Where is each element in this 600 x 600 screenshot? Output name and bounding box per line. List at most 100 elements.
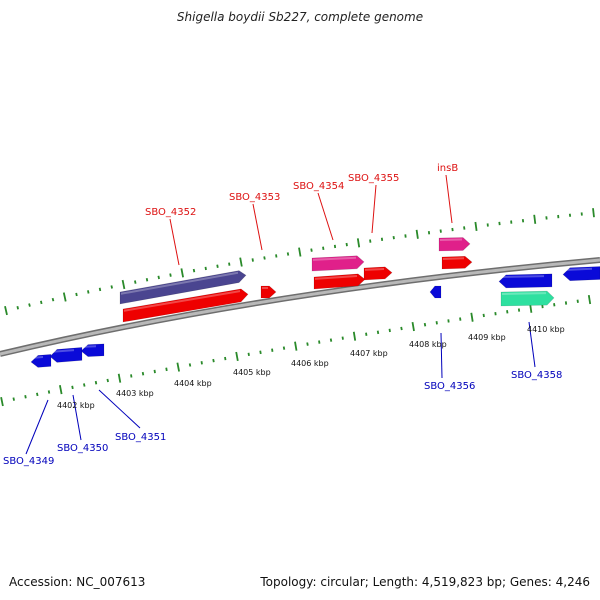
lower-tick-18 xyxy=(212,358,215,363)
gene-pink-insb-highlight xyxy=(440,238,462,241)
gene-label-sbo-4358: SBO_4358 xyxy=(511,370,562,381)
gene-red-long xyxy=(122,288,249,323)
gene-pink-insb xyxy=(438,237,471,252)
backbone-edge xyxy=(0,257,600,357)
gene-blue-left-3 xyxy=(80,343,105,357)
lower-tick-14 xyxy=(165,367,168,372)
lower-tick-39 xyxy=(459,317,462,321)
lower-tick-50 xyxy=(587,294,592,305)
lower-tick-32 xyxy=(376,330,380,335)
leader-sbo-4350 xyxy=(72,394,82,441)
upper-tick-0 xyxy=(4,305,8,316)
lower-tick-1 xyxy=(12,397,15,401)
gene-label-insb: insB xyxy=(437,163,458,174)
lower-tick-7 xyxy=(83,383,86,387)
upper-tick-20 xyxy=(239,257,243,267)
lower-tick-20 xyxy=(235,351,239,362)
lower-tick-29 xyxy=(341,336,344,340)
lower-tick-4 xyxy=(47,390,51,394)
scale-label-4408: 4408 kbp xyxy=(409,340,447,349)
leader-sbo-4358 xyxy=(528,321,536,368)
gene-purple-sbo-4352-highlight xyxy=(121,271,238,295)
upper-tick-29 xyxy=(345,242,348,247)
lower-tick-11 xyxy=(130,374,133,378)
upper-tick-45 xyxy=(533,214,537,224)
gene-red-long-highlight xyxy=(124,290,240,312)
upper-tick-13 xyxy=(157,275,160,280)
genome-backbone xyxy=(0,257,600,357)
map-title: Shigella boydii Sb227, complete genome xyxy=(176,10,424,24)
leader-insb xyxy=(445,174,453,224)
lower-tick-0 xyxy=(0,397,4,407)
lower-tick-47 xyxy=(553,303,556,307)
lower-tick-9 xyxy=(106,378,109,383)
scale-label-4409: 4409 kbp xyxy=(468,333,506,342)
upper-tick-6 xyxy=(75,292,78,297)
upper-tick-15 xyxy=(180,268,184,278)
gene-purple-sbo-4352 xyxy=(119,270,247,305)
upper-tick-7 xyxy=(87,290,90,294)
scale-label-4405: 4405 kbp xyxy=(233,368,271,377)
scale-label-4403: 4403 kbp xyxy=(116,389,154,398)
gene-red-insb xyxy=(441,255,473,270)
upper-tick-37 xyxy=(439,229,442,233)
gene-red-sbo-4353 xyxy=(260,285,277,299)
upper-tick-24 xyxy=(286,252,290,256)
lower-tick-35 xyxy=(411,321,415,332)
lower-tick-6 xyxy=(71,385,74,390)
upper-tick-track xyxy=(4,208,595,316)
leader-sbo-4355 xyxy=(371,184,377,234)
label-leaders xyxy=(25,174,536,455)
gene-blue-left-1-highlight xyxy=(32,356,43,359)
leader-sbo-4354 xyxy=(317,192,334,241)
lower-tick-15 xyxy=(176,362,180,372)
scale-label-4404: 4404 kbp xyxy=(174,379,212,388)
lower-tick-31 xyxy=(365,332,368,336)
lower-tick-5 xyxy=(59,385,63,395)
gene-blue-far-right-highlight xyxy=(564,267,592,271)
gene-label-sbo-4352: SBO_4352 xyxy=(145,207,196,218)
gene-label-sbo-4354: SBO_4354 xyxy=(293,181,344,192)
lower-tick-23 xyxy=(271,348,274,352)
lower-tick-21 xyxy=(247,352,250,357)
upper-tick-19 xyxy=(228,262,231,266)
gene-label-sbo-4349: SBO_4349 xyxy=(3,456,54,467)
lower-tick-10 xyxy=(117,373,122,383)
upper-tick-11 xyxy=(134,280,137,284)
gene-blue-left-3-highlight xyxy=(82,345,96,348)
gene-label-sbo-4356: SBO_4356 xyxy=(424,381,475,392)
gene-blue-small xyxy=(429,285,442,299)
gene-red-right-1-highlight xyxy=(315,275,357,280)
gene-features xyxy=(30,237,600,368)
gene-blue-left-2 xyxy=(49,347,83,363)
upper-tick-50 xyxy=(592,208,595,218)
upper-tick-22 xyxy=(263,256,266,260)
lower-tick-12 xyxy=(141,371,145,376)
lower-tick-22 xyxy=(259,350,262,355)
gene-red-sbo-4353-highlight xyxy=(262,287,268,289)
lower-tick-30 xyxy=(352,331,357,341)
lower-tick-13 xyxy=(153,369,156,374)
gene-label-sbo-4353: SBO_4353 xyxy=(229,192,280,203)
scale-label-4406: 4406 kbp xyxy=(291,359,329,368)
leader-sbo-4351 xyxy=(98,389,141,429)
lower-tick-17 xyxy=(200,361,203,365)
lower-tick-27 xyxy=(318,340,321,344)
leader-sbo-4356 xyxy=(440,332,443,379)
lower-tick-49 xyxy=(576,299,579,303)
upper-tick-9 xyxy=(110,285,113,289)
upper-tick-16 xyxy=(192,268,196,273)
gene-red-insb-highlight xyxy=(443,257,464,260)
lower-tick-3 xyxy=(36,392,39,397)
lower-tick-26 xyxy=(306,342,309,346)
gene-teal xyxy=(500,290,555,307)
scale-label-4410: 4410 kbp xyxy=(527,325,565,334)
gene-pink-sbo-4354-highlight xyxy=(313,256,356,261)
upper-tick-23 xyxy=(275,254,278,258)
backbone-core xyxy=(0,258,600,356)
gene-blue-sbo-4358 xyxy=(498,273,553,289)
gene-label-sbo-4355: SBO_4355 xyxy=(348,173,399,184)
gene-teal-highlight xyxy=(502,292,546,295)
upper-tick-39 xyxy=(463,226,466,230)
gene-blue-small-highlight xyxy=(431,287,433,289)
